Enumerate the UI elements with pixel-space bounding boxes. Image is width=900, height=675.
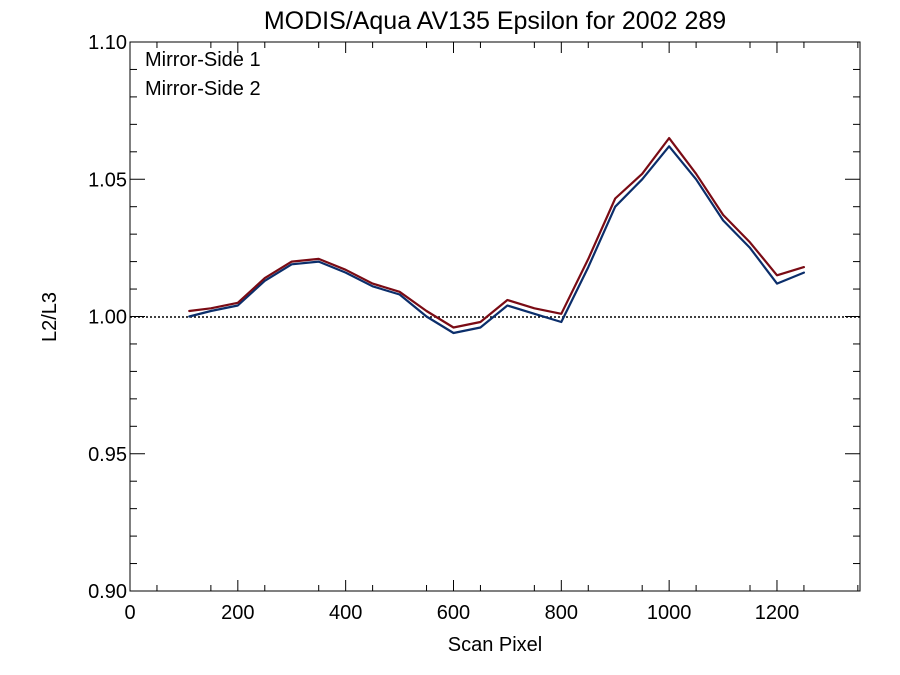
legend-mirror-side-2: Mirror-Side 2 xyxy=(145,78,261,100)
y-tick-label: 1.10 xyxy=(88,32,127,54)
y-tick-label: 1.00 xyxy=(88,307,127,329)
x-tick-label: 0 xyxy=(124,602,135,624)
x-axis-ticks: 0 200 400 600 800 1000 1200 xyxy=(124,42,859,624)
legend-mirror-side-1: Mirror-Side 1 xyxy=(145,49,261,71)
x-tick-label: 400 xyxy=(329,602,362,624)
x-axis-label: Scan Pixel xyxy=(448,634,543,656)
y-axis-label: L2/L3 xyxy=(39,292,61,342)
x-tick-label: 600 xyxy=(437,602,470,624)
y-tick-label: 0.95 xyxy=(88,444,127,466)
y-tick-label: 1.05 xyxy=(88,169,127,191)
y-axis-ticks: 0.90 0.95 1.00 1.05 1.10 xyxy=(88,32,860,603)
chart-title: MODIS/Aqua AV135 Epsilon for 2002 289 xyxy=(264,7,726,35)
series-line-mirror-side-2 xyxy=(188,137,806,329)
x-tick-label: 1200 xyxy=(755,602,800,624)
x-tick-label: 1000 xyxy=(647,602,692,624)
series-line-mirror-side-1 xyxy=(188,145,806,335)
y-tick-label: 0.90 xyxy=(88,581,127,603)
x-tick-label: 800 xyxy=(545,602,578,624)
x-tick-label: 200 xyxy=(221,602,254,624)
series-layer xyxy=(188,137,806,335)
